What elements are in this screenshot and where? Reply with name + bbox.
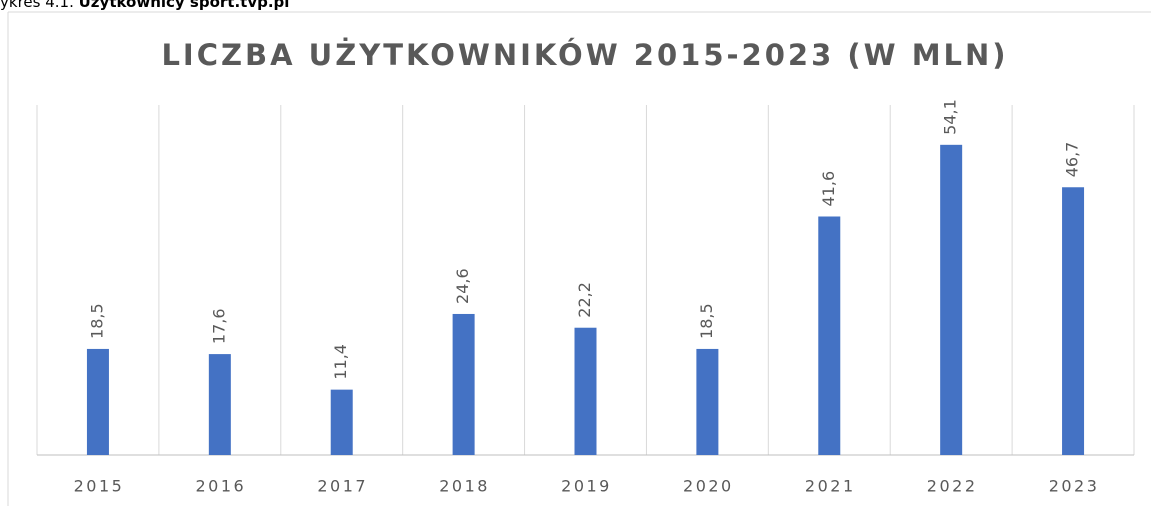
bar <box>696 348 719 455</box>
x-tick-label: 2017 <box>317 477 368 496</box>
value-label: 54,1 <box>941 99 960 135</box>
value-label: 17,6 <box>209 308 228 344</box>
bar <box>1062 187 1085 455</box>
x-tick-label: 2022 <box>927 477 978 496</box>
value-label: 41,6 <box>819 171 838 207</box>
chart-title: LICZBA UŻYTKOWNIKÓW 2015-2023 (W MLN) <box>161 38 1008 72</box>
caption-prefix: ykres 4.1. <box>0 0 74 11</box>
bar <box>452 313 475 455</box>
caption: ykres 4.1. Użytkownicy sport.tvp.pl <box>0 0 289 11</box>
x-tick-label: 2019 <box>561 477 612 496</box>
value-label: 46,7 <box>1063 142 1082 178</box>
bar <box>330 389 353 455</box>
x-tick-label: 2021 <box>805 477 856 496</box>
x-tick-label: 2020 <box>683 477 734 496</box>
value-label: 18,5 <box>87 303 106 339</box>
value-label: 11,4 <box>331 344 350 380</box>
bar <box>86 348 109 455</box>
value-label: 24,6 <box>453 268 472 304</box>
value-label: 18,5 <box>697 303 716 339</box>
x-tick-label: 2018 <box>439 477 490 496</box>
x-tick-label: 2016 <box>195 477 246 496</box>
bar <box>208 354 231 455</box>
x-tick-label: 2023 <box>1049 477 1100 496</box>
bar <box>818 216 841 455</box>
bar <box>574 327 597 455</box>
caption-title: Użytkownicy sport.tvp.pl <box>79 0 290 11</box>
x-tick-label: 2015 <box>74 477 125 496</box>
bar <box>940 144 963 455</box>
value-label: 22,2 <box>575 282 594 318</box>
